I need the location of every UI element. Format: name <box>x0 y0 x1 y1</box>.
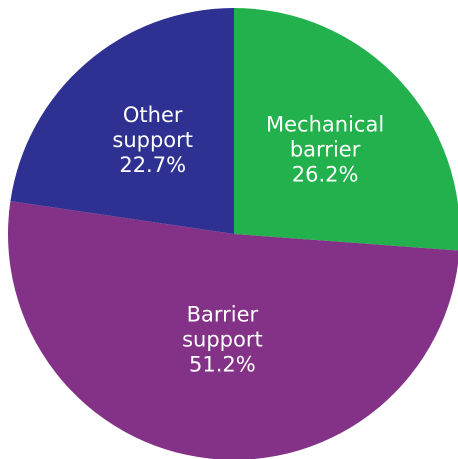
pie-labels: Mechanical barrier 26.2%Barrier support 51.2… <box>112 103 384 377</box>
pie-slice-label-line: 26.2% <box>292 162 359 186</box>
pie-slice-label-0: Mechanical barrier 26.2% <box>266 112 384 186</box>
pie-slice-label-line: 51.2% <box>189 353 256 377</box>
pie-slice-label-1: Barrier support 51.2% <box>182 303 263 377</box>
pie-slice-label-line: 22.7% <box>119 153 186 177</box>
pie-slice-label-line: Other <box>123 103 183 127</box>
pie-slice-1 <box>8 201 458 459</box>
pie-slice-label-line: Mechanical <box>266 112 384 136</box>
pie-slice-label-line: Barrier <box>187 303 259 327</box>
pie-slice-label-2: Other support 22.7% <box>112 103 193 177</box>
pie-slice-label-line: support <box>182 328 263 352</box>
pie-slices <box>8 8 458 459</box>
pie-slice-2 <box>10 8 235 234</box>
pie-slice-0 <box>234 8 458 251</box>
pie-slice-label-line: barrier <box>290 137 361 161</box>
pie-slice-label-line: support <box>112 128 193 152</box>
